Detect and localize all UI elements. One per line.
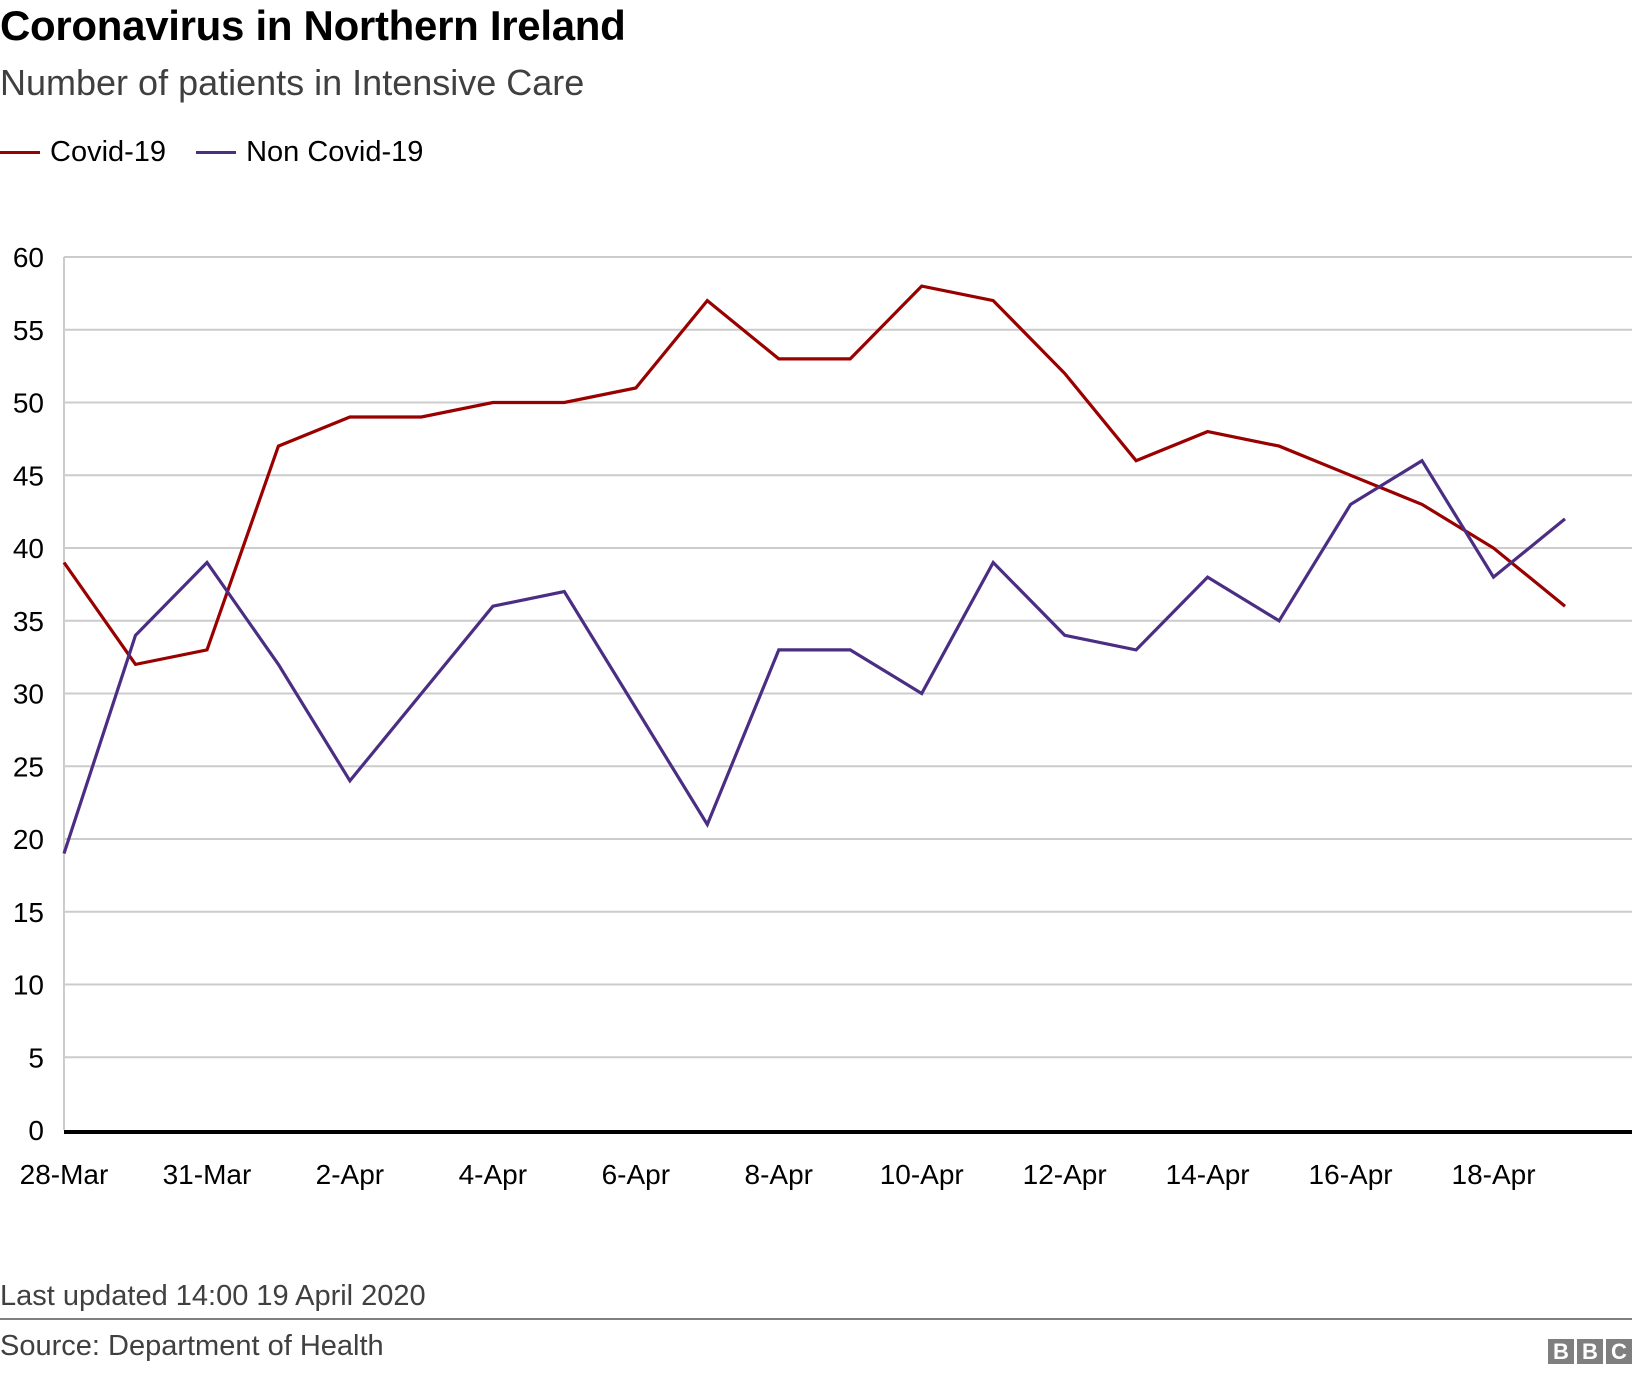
last-updated: Last updated 14:00 19 April 2020 (0, 1280, 426, 1312)
x-axis-ticks: 28-Mar 31-Mar 2-Apr 4-Apr 6-Apr 8-Apr 10-Apr 12… (20, 1159, 1536, 1190)
series-line-non-covid (62, 458, 1567, 854)
y-tick-label: 40 (13, 533, 44, 564)
y-tick-label: 0 (28, 1115, 44, 1146)
x-tick-label: 8-Apr (745, 1159, 813, 1190)
x-tick-label: 18-Apr (1452, 1159, 1536, 1190)
x-tick-label: 6-Apr (602, 1159, 670, 1190)
y-axis-ticks: 0 5 10 15 20 25 30 35 40 45 50 55 60 (13, 242, 44, 1146)
source-note: Source: Department of Health (0, 1330, 384, 1362)
bbc-logo-block: B (1577, 1339, 1603, 1364)
y-tick-label: 55 (13, 315, 44, 346)
x-tick-label: 4-Apr (459, 1159, 527, 1190)
y-tick-label: 35 (13, 606, 44, 637)
y-tick-label: 60 (13, 242, 44, 273)
footer-divider (0, 1318, 1632, 1320)
line-chart: 0 5 10 15 20 25 30 35 40 45 50 55 60 28-Mar 31-Mar 2-A… (13, 242, 1632, 1190)
x-tick-label: 12-Apr (1023, 1159, 1107, 1190)
x-tick-label: 16-Apr (1309, 1159, 1393, 1190)
y-tick-label: 5 (28, 1042, 44, 1073)
x-tick-label: 2-Apr (316, 1159, 384, 1190)
legend-label-covid: Covid-19 (50, 136, 167, 168)
gridlines (63, 256, 1632, 1130)
y-tick-label: 15 (13, 897, 44, 928)
x-tick-label: 31-Mar (163, 1159, 252, 1190)
legend-item-non-covid: Non Covid-19 (196, 136, 423, 169)
legend: Covid-19 Non Covid-19 (0, 136, 453, 169)
y-tick-label: 45 (13, 460, 44, 491)
chart-subtitle: Number of patients in Intensive Care (0, 62, 585, 103)
legend-swatch-covid (0, 151, 40, 154)
series-line-covid (62, 284, 1567, 667)
bbc-logo: B B C (1548, 1339, 1632, 1364)
y-tick-label: 20 (13, 824, 44, 855)
legend-label-non-covid: Non Covid-19 (246, 136, 424, 168)
x-tick-label: 28-Mar (20, 1159, 109, 1190)
y-tick-label: 30 (13, 679, 44, 710)
x-tick-label: 10-Apr (880, 1159, 964, 1190)
legend-swatch-non-covid (196, 151, 237, 154)
bbc-logo-block: C (1606, 1339, 1632, 1364)
chart-title: Coronavirus in Northern Ireland (0, 2, 626, 49)
legend-item-covid: Covid-19 (0, 136, 166, 169)
y-tick-label: 10 (13, 970, 44, 1001)
y-tick-label: 50 (13, 388, 44, 419)
series-lines (62, 284, 1567, 854)
y-tick-label: 25 (13, 751, 44, 782)
bbc-logo-block: B (1548, 1339, 1574, 1364)
x-tick-label: 14-Apr (1166, 1159, 1250, 1190)
